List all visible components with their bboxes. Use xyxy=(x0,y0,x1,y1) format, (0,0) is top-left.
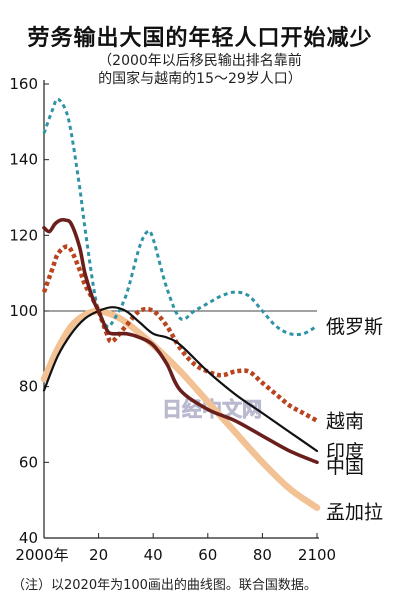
axes: 40 60 80 100 120 140 160 2000年 20 40 60 80 2100 xyxy=(9,75,336,564)
x-tick-label: 80 xyxy=(253,546,272,564)
series-label-russia: 俄罗斯 xyxy=(326,316,383,338)
y-tick-label: 40 xyxy=(19,529,38,547)
series-line-russia xyxy=(42,97,318,337)
y-tick-label: 160 xyxy=(9,75,38,93)
chart-subtitle: （2000年以后移民输出排名靠前 的国家与越南的15～29岁人口） xyxy=(0,52,400,88)
x-tick-label: 2100 xyxy=(298,546,336,564)
series-label-bangladesh: 孟加拉 xyxy=(326,502,383,524)
y-tick-label: 100 xyxy=(9,302,38,320)
y-tick-label: 80 xyxy=(19,378,38,396)
watermark-text: 日经中文网 xyxy=(162,397,262,421)
series-label-india: 印度 xyxy=(326,441,364,463)
y-tick-label: 60 xyxy=(19,453,38,471)
x-tick-label: 2000年 xyxy=(15,546,68,564)
subtitle-line-2: 的国家与越南的15～29岁人口） xyxy=(98,71,302,87)
chart-title: 劳务输出大国的年轻人口开始减少 xyxy=(27,26,373,51)
series-label-vietnam: 越南 xyxy=(326,411,364,433)
series-line-bangladesh xyxy=(40,307,321,511)
x-tick-label: 20 xyxy=(89,546,108,564)
x-tick-label: 40 xyxy=(144,546,163,564)
series-line-india xyxy=(42,306,319,453)
series-lines xyxy=(40,97,321,511)
y-tick-label: 120 xyxy=(9,226,38,244)
y-tick-label: 140 xyxy=(9,151,38,169)
x-tick-label: 60 xyxy=(198,546,217,564)
series-label-china: 中国 xyxy=(326,456,364,478)
watermark-layer: 日经中文网 xyxy=(162,397,263,422)
chart-note: （注）以2020年为100画出的曲线图。联合国数据。 xyxy=(12,578,317,593)
series-line-china xyxy=(42,217,319,465)
subtitle-line-1: （2000年以后移民输出排名靠前 xyxy=(98,53,302,69)
